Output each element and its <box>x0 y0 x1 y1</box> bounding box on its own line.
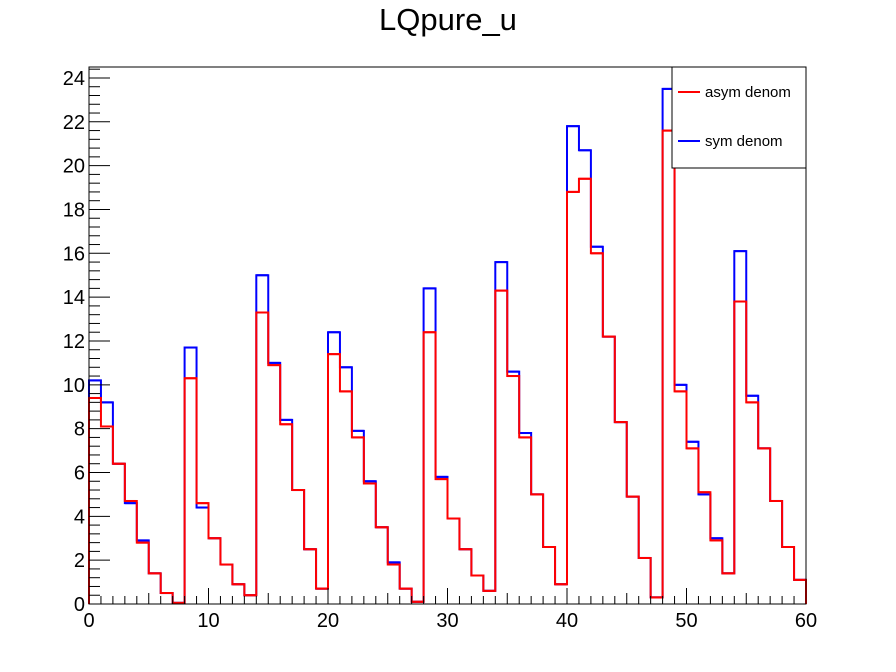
legend: asym denom sym denom <box>671 66 807 169</box>
y-tick-label: 16 <box>63 243 85 265</box>
x-tick-label: 10 <box>197 610 219 632</box>
plot-frame <box>88 66 807 605</box>
y-tick-label: 24 <box>63 68 85 90</box>
series-line-asym-denom <box>88 129 807 604</box>
series-layer <box>88 87 807 604</box>
x-tick-label: 30 <box>436 610 458 632</box>
y-tick-label: 6 <box>74 462 85 484</box>
legend-label-asym-denom: asym denom <box>705 84 791 101</box>
x-tick-label: 60 <box>795 610 817 632</box>
y-tick-label: 0 <box>74 594 85 616</box>
x-tick-label: 0 <box>83 610 94 632</box>
x-tick-label: 20 <box>317 610 339 632</box>
y-tick-label: 8 <box>74 419 85 441</box>
y-tick-label: 20 <box>63 156 85 178</box>
y-tick-label: 4 <box>74 506 85 528</box>
ticks-layer <box>88 68 807 605</box>
x-tick-label: 40 <box>556 610 578 632</box>
y-tick-label: 18 <box>63 199 85 221</box>
legend-box <box>671 66 807 169</box>
y-tick-label: 12 <box>63 331 85 353</box>
y-tick-label: 22 <box>63 112 85 134</box>
x-tick-label: 50 <box>675 610 697 632</box>
y-tick-label: 14 <box>63 287 85 309</box>
chart-title: LQpure_u <box>379 2 517 37</box>
legend-label-sym-denom: sym denom <box>705 133 783 150</box>
y-tick-label: 10 <box>63 375 85 397</box>
y-tick-label: 2 <box>74 550 85 572</box>
